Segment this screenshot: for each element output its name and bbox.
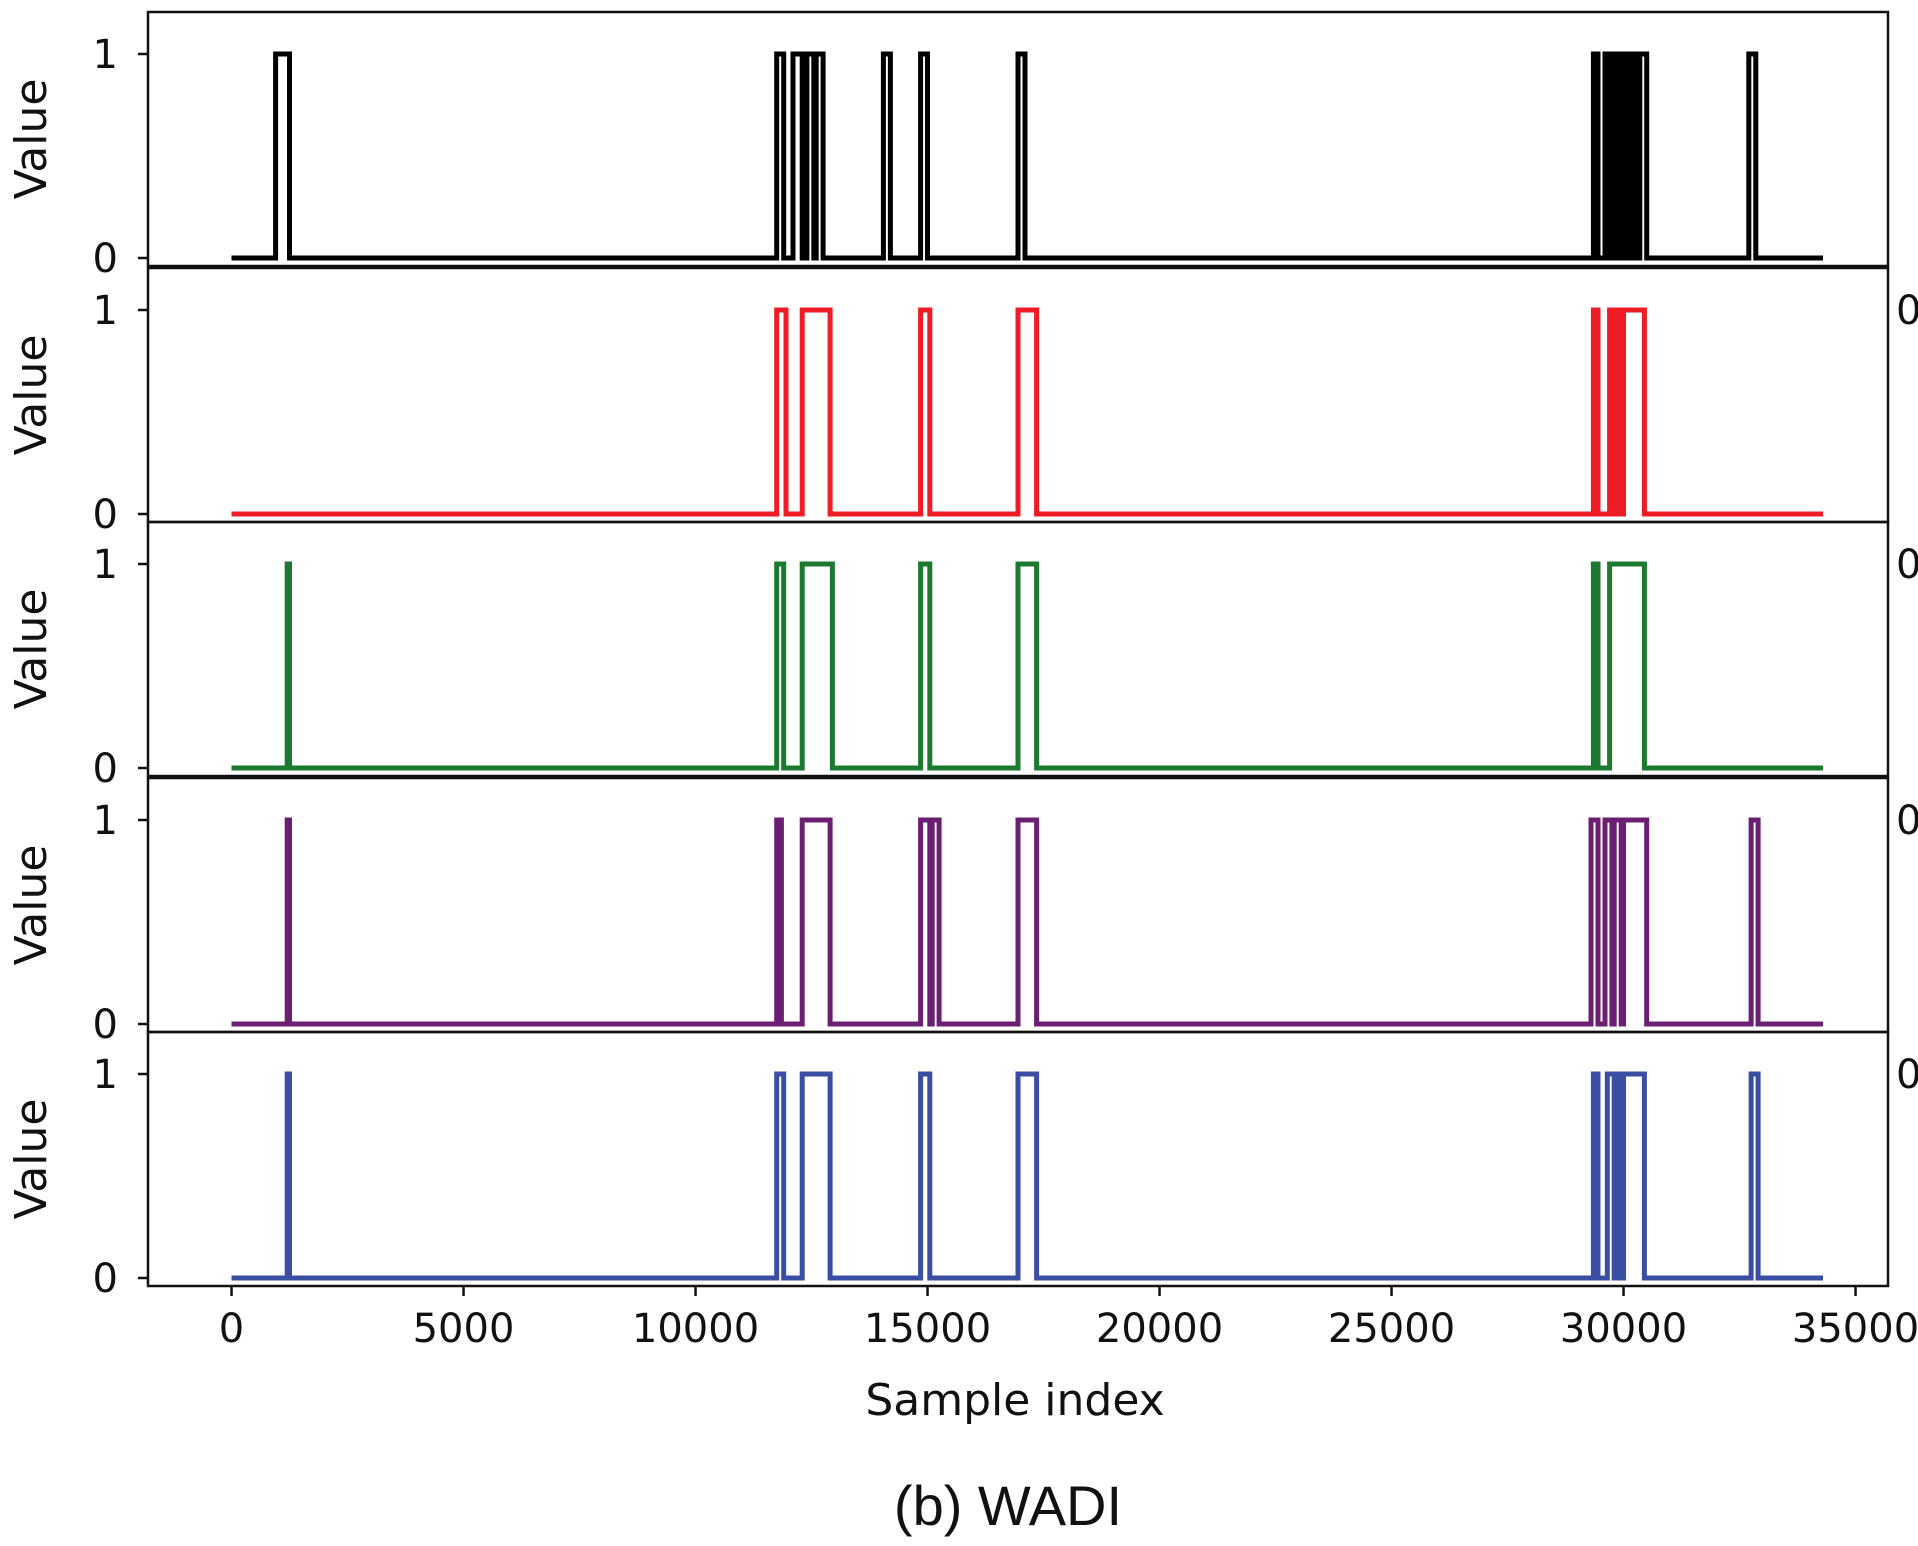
series-line [231, 307, 1823, 517]
clipped-tick-label: 0 [1896, 288, 1918, 334]
clipped-tick-label: 0 [1896, 798, 1918, 844]
y-tick-label: 0 [93, 492, 118, 538]
y-tick-label: 1 [93, 798, 118, 844]
x-tick-label: 35000 [1792, 1306, 1918, 1352]
figure-caption: (b) WADI [894, 1474, 1122, 1537]
y-tick-label: 0 [93, 1256, 118, 1302]
x-tick-label: 30000 [1560, 1306, 1687, 1352]
y-axis-title: Value [6, 335, 57, 456]
axes-frame [146, 1030, 1890, 1288]
axes-frame [146, 520, 1890, 778]
series-line [231, 1071, 1823, 1281]
y-tick-label: 1 [93, 32, 118, 78]
x-tick-label: 0 [219, 1306, 244, 1352]
y-tick-label: 0 [93, 746, 118, 792]
panel-4: 0 1 Value 0 [6, 776, 1918, 1048]
panel-5: 0 1 Value 0 [6, 1030, 1918, 1302]
y-tick-label: 1 [93, 542, 118, 588]
y-axis-title: Value [6, 845, 57, 966]
x-tick-label: 15000 [864, 1306, 991, 1352]
y-tick-label: 0 [93, 1002, 118, 1048]
series-line [231, 561, 1823, 771]
x-axis: 0 5000 10000 15000 20000 25000 30000 35000 [219, 1286, 1918, 1352]
y-tick-label: 1 [93, 288, 118, 334]
series-line [231, 817, 1823, 1027]
x-axis-title: Sample index [865, 1375, 1164, 1426]
y-tick-label: 0 [93, 236, 118, 282]
y-axis-title: Value [6, 1099, 57, 1220]
clipped-tick-label: 0 [1896, 1052, 1918, 1098]
y-tick-label: 1 [93, 1052, 118, 1098]
x-tick-label: 5000 [413, 1306, 515, 1352]
y-axis-title: Value [6, 79, 57, 200]
x-tick-label: 20000 [1096, 1306, 1223, 1352]
clipped-tick-label: 0 [1896, 542, 1918, 588]
panel-1: 0 1 Value [6, 10, 1890, 282]
series-line [231, 51, 1823, 261]
x-tick-label: 25000 [1328, 1306, 1455, 1352]
axes-frame [146, 10, 1890, 268]
y-axis-title: Value [6, 589, 57, 710]
x-tick-label: 10000 [632, 1306, 759, 1352]
panel-2: 0 1 Value 0 [6, 266, 1918, 538]
panel-3: 0 1 Value 0 [6, 520, 1918, 792]
